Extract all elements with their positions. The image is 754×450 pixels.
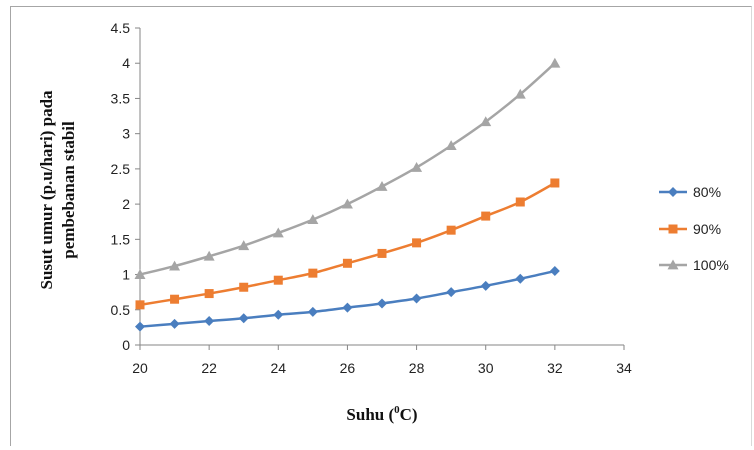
data-point-90% — [170, 294, 180, 304]
data-point-100% — [203, 250, 215, 261]
series-line-80% — [139, 269, 556, 328]
series-line-100% — [139, 62, 556, 276]
x-axis-title-text: Suhu ( — [346, 405, 394, 424]
data-point-100% — [307, 214, 319, 225]
data-point-80% — [342, 302, 353, 313]
x-tick-label: 28 — [409, 360, 425, 376]
x-tick-label: 30 — [478, 360, 494, 376]
data-point-80% — [480, 280, 491, 291]
x-tick-label: 32 — [547, 360, 563, 376]
x-tick-label: 34 — [616, 360, 632, 376]
data-point-80% — [204, 316, 215, 327]
data-point-80% — [238, 313, 249, 324]
data-point-80% — [411, 293, 422, 304]
data-point-80% — [135, 321, 145, 332]
y-tick-label: 3 — [122, 126, 130, 142]
data-point-100% — [514, 88, 526, 99]
legend-marker-90% — [668, 224, 678, 234]
y-tick-label: 1.5 — [111, 231, 131, 247]
y-tick-labels: 0 0.5 1 1.5 2 2.5 3 3.5 4 4.5 — [111, 20, 131, 353]
data-point-80% — [549, 266, 560, 277]
legend-marker-100% — [667, 259, 679, 270]
data-point-90% — [550, 178, 560, 188]
data-point-100% — [480, 116, 492, 127]
legend-label-80%: 80% — [693, 184, 721, 200]
data-point-80% — [169, 318, 180, 329]
data-point-80% — [515, 273, 526, 284]
data-point-90% — [412, 238, 422, 248]
data-point-90% — [515, 197, 525, 207]
y-tick-label: 0 — [122, 337, 130, 353]
y-tick-label: 1 — [122, 267, 130, 283]
data-point-100% — [134, 269, 146, 279]
data-point-80% — [377, 298, 387, 309]
x-axis-title-end: C) — [400, 405, 418, 424]
series-markers — [134, 57, 561, 332]
x-tick-label: 22 — [201, 360, 217, 376]
y-tick-label: 2.5 — [111, 161, 131, 177]
series-lines — [139, 62, 556, 328]
data-point-90% — [204, 289, 214, 299]
y-tick-label: 2 — [122, 196, 130, 212]
legend-label-90%: 90% — [693, 221, 721, 237]
data-point-90% — [377, 248, 387, 258]
y-axis-title-line-1: Susut umur (p.u/hari) pada — [37, 90, 56, 290]
data-point-80% — [273, 309, 284, 320]
x-tick-labels: 20 22 24 26 28 30 32 34 — [132, 360, 632, 376]
x-tick-label: 20 — [132, 360, 148, 376]
legend: 80% 90% 100% — [659, 184, 729, 273]
data-point-90% — [239, 282, 249, 292]
data-point-90% — [135, 300, 145, 310]
data-point-90% — [273, 275, 283, 285]
x-tick-label: 26 — [340, 360, 356, 376]
legend-label-100%: 100% — [693, 257, 729, 273]
y-axis-title-line-2: pembebanan stabil — [59, 121, 78, 259]
x-axis-title-superscript: 0 — [394, 404, 400, 416]
axes — [135, 27, 625, 350]
y-tick-label: 3.5 — [111, 90, 131, 106]
chart-area — [10, 6, 752, 446]
data-point-100% — [376, 181, 388, 191]
data-point-100% — [272, 227, 284, 238]
y-tick-label: 4 — [122, 55, 130, 71]
data-point-100% — [238, 240, 250, 251]
data-point-100% — [445, 140, 457, 151]
y-tick-label: 4.5 — [111, 20, 131, 36]
data-point-80% — [307, 306, 318, 317]
data-point-100% — [411, 161, 423, 172]
data-point-80% — [446, 287, 457, 298]
legend-marker-80% — [668, 187, 678, 197]
x-axis-title: Suhu (0C) — [346, 404, 417, 424]
data-point-100% — [341, 198, 353, 209]
y-tick-label: 0.5 — [111, 302, 131, 318]
data-point-90% — [342, 258, 352, 268]
data-point-90% — [446, 225, 456, 235]
x-tick-label: 24 — [270, 360, 286, 376]
data-point-90% — [308, 268, 318, 278]
data-point-90% — [481, 211, 491, 221]
data-point-100% — [549, 57, 561, 68]
data-point-100% — [169, 260, 181, 271]
